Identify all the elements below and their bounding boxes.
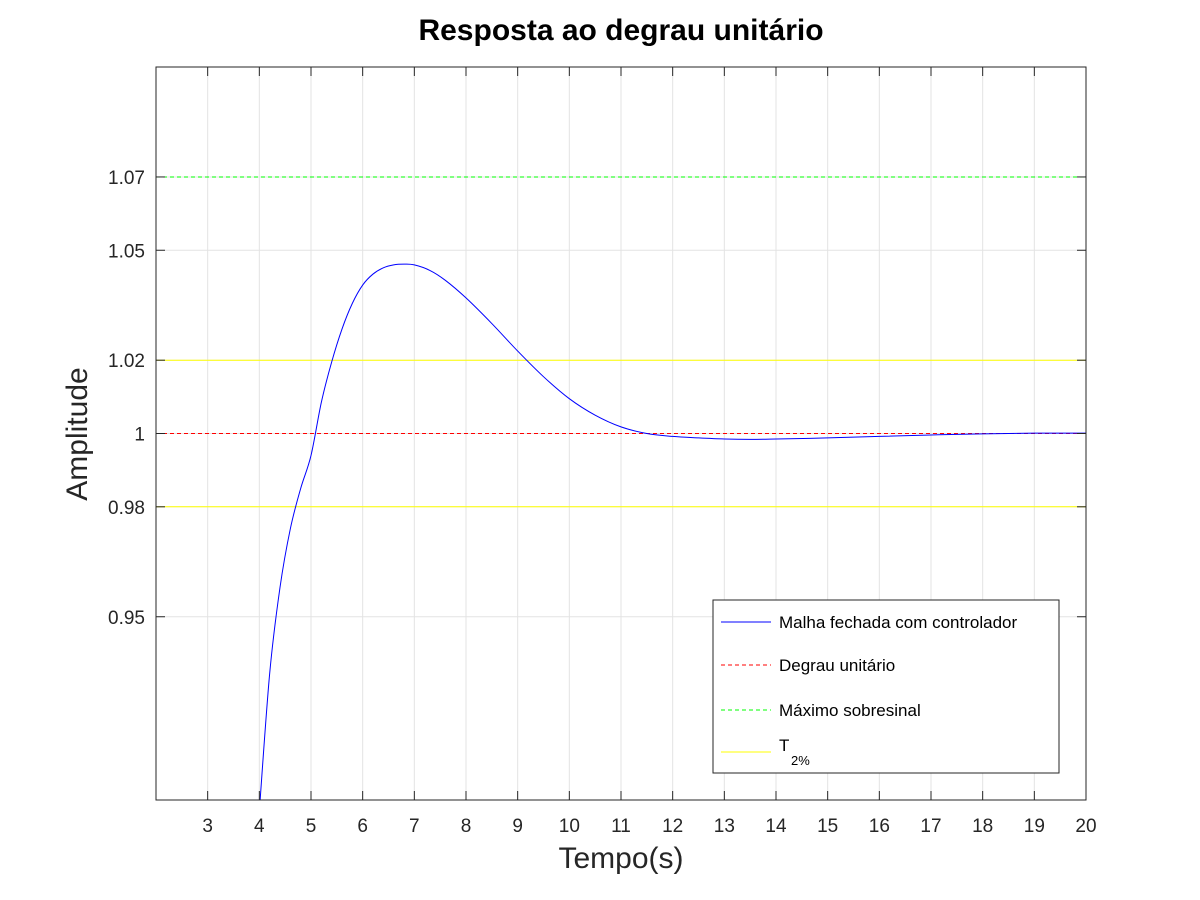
legend-label-max-overshoot: Máximo sobresinal <box>779 701 921 720</box>
axis-ticks: 3 4 5 6 7 8 9 10 11 12 13 14 15 16 17 18 19 20 0.95 0.98 1 1.… <box>108 67 1097 837</box>
y-tick-label: 1 <box>134 425 145 446</box>
x-tick-label: 4 <box>254 816 265 837</box>
x-tick-label: 16 <box>869 816 890 837</box>
y-tick-label: 0.95 <box>108 608 145 629</box>
x-tick-label: 3 <box>202 816 213 837</box>
x-axis-label: Tempo(s) <box>558 842 683 875</box>
y-tick-label: 0.98 <box>108 498 145 519</box>
x-tick-label: 7 <box>409 816 420 837</box>
series-layer <box>156 176 1086 800</box>
x-tick-label: 19 <box>1024 816 1045 837</box>
y-tick-label: 1.07 <box>108 168 145 189</box>
legend-box <box>712 599 1060 774</box>
legend-label-settling: T <box>779 736 789 755</box>
series-closed-loop-response <box>259 263 1086 800</box>
legend-label-closed-loop: Malha fechada com controlador <box>779 613 1017 632</box>
x-tick-label: 14 <box>765 816 787 837</box>
x-tick-label: 10 <box>559 816 580 837</box>
x-tick-label: 17 <box>920 816 941 837</box>
legend-label-unit-step: Degrau unitário <box>779 656 895 675</box>
legend: Malha fechada com controlador Degrau uni… <box>712 599 1060 774</box>
x-tick-label: 15 <box>817 816 838 837</box>
y-axis-label: Amplitude <box>61 367 94 500</box>
y-tick-label: 1.02 <box>108 351 145 372</box>
y-tick-label: 1.05 <box>108 241 145 262</box>
legend-label-settling-subscript: 2% <box>791 753 810 768</box>
x-tick-label: 5 <box>306 816 317 837</box>
x-tick-label: 20 <box>1075 816 1096 837</box>
x-tick-label: 13 <box>714 816 735 837</box>
chart-title: Resposta ao degrau unitário <box>418 14 823 47</box>
x-tick-label: 11 <box>611 816 631 837</box>
x-tick-label: 9 <box>512 816 523 837</box>
x-tick-label: 12 <box>662 816 683 837</box>
x-tick-label: 18 <box>972 816 993 837</box>
x-tick-label: 6 <box>357 816 368 837</box>
x-tick-label: 8 <box>461 816 472 837</box>
